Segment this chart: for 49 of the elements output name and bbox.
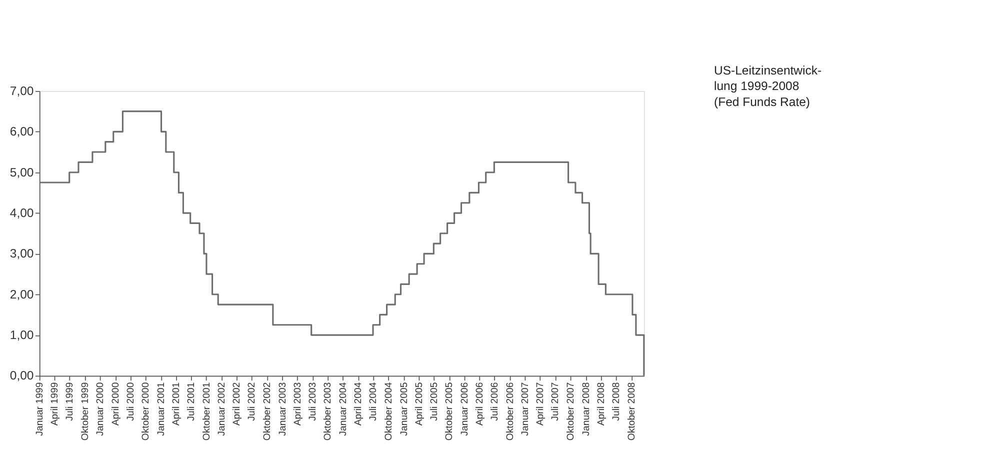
x-tick-label: Januar 2003 xyxy=(277,382,288,436)
x-tick-label: April 1999 xyxy=(49,382,60,426)
y-tick-label: 5,00 xyxy=(10,165,34,180)
x-tick-label: April 2002 xyxy=(232,382,243,426)
x-tick-label: Oktober 1999 xyxy=(80,382,91,441)
x-tick-label: Oktober 2004 xyxy=(384,382,395,441)
x-tick-label: April 2004 xyxy=(353,382,364,426)
x-tick-label: Juli 2007 xyxy=(550,382,562,421)
x-tick-label: Oktober 2005 xyxy=(444,382,456,441)
x-tick-label: Oktober 2007 xyxy=(566,382,577,441)
x-tick-label: Januar 2006 xyxy=(459,382,470,436)
x-tick-label: Januar 2004 xyxy=(338,382,349,436)
x-tick-label: Juli 2008 xyxy=(611,382,622,421)
x-tick-label: Juli 2001 xyxy=(186,382,198,421)
x-tick-label: April 2000 xyxy=(110,382,122,426)
x-tick-label: Januar 1999 xyxy=(34,382,46,436)
x-tick-label: Juli 2006 xyxy=(490,382,501,421)
x-tick-label: Juli 2004 xyxy=(368,382,380,421)
x-tick-label: Juli 2005 xyxy=(428,382,440,421)
x-tick-label: April 2005 xyxy=(414,382,425,426)
x-tick-label: Oktober 2003 xyxy=(322,382,334,441)
x-tick-label: Januar 2002 xyxy=(216,382,228,436)
y-tick-label: 6,00 xyxy=(10,124,34,139)
text: US-Leitzinsentwick- lung 1999-2008 (Fed Funds Rate) xyxy=(714,63,822,109)
x-tick-label: Januar 2001 xyxy=(156,382,167,436)
x-tick-label: Oktober 2002 xyxy=(262,382,274,441)
x-tick-label: Oktober 2008 xyxy=(626,382,638,441)
x-tick-label: Juli 2000 xyxy=(125,382,136,421)
x-tick-label: April 2007 xyxy=(535,382,546,426)
y-tick-label: 4,00 xyxy=(10,206,34,220)
y-tick-label: 2,00 xyxy=(10,287,34,302)
y-tick-label: 7,00 xyxy=(10,84,34,98)
x-tick-label: Oktober 2000 xyxy=(140,382,152,441)
x-tick-label: Januar 2005 xyxy=(398,382,410,436)
x-tick-label: Juli 2003 xyxy=(307,382,318,421)
x-tick-label: Juli 1999 xyxy=(64,382,76,421)
x-tick-label: April 2008 xyxy=(596,382,607,426)
y-tick-label: 3,00 xyxy=(10,246,34,261)
x-tick-label: Januar 2000 xyxy=(95,382,106,436)
y-tick-label: 0,00 xyxy=(10,368,34,383)
x-tick-label: Januar 2008 xyxy=(580,382,592,436)
x-tick-label: April 2001 xyxy=(170,382,182,426)
x-tick-label: April 2006 xyxy=(474,382,486,426)
x-tick-label: Juli 2002 xyxy=(246,382,258,421)
x-tick-label: Januar 2007 xyxy=(520,382,532,436)
x-tick-label: April 2003 xyxy=(292,382,304,426)
x-tick-label: Oktober 2006 xyxy=(504,382,516,441)
y-tick-label: 1,00 xyxy=(10,328,34,342)
x-tick-label: Oktober 2001 xyxy=(201,382,212,441)
